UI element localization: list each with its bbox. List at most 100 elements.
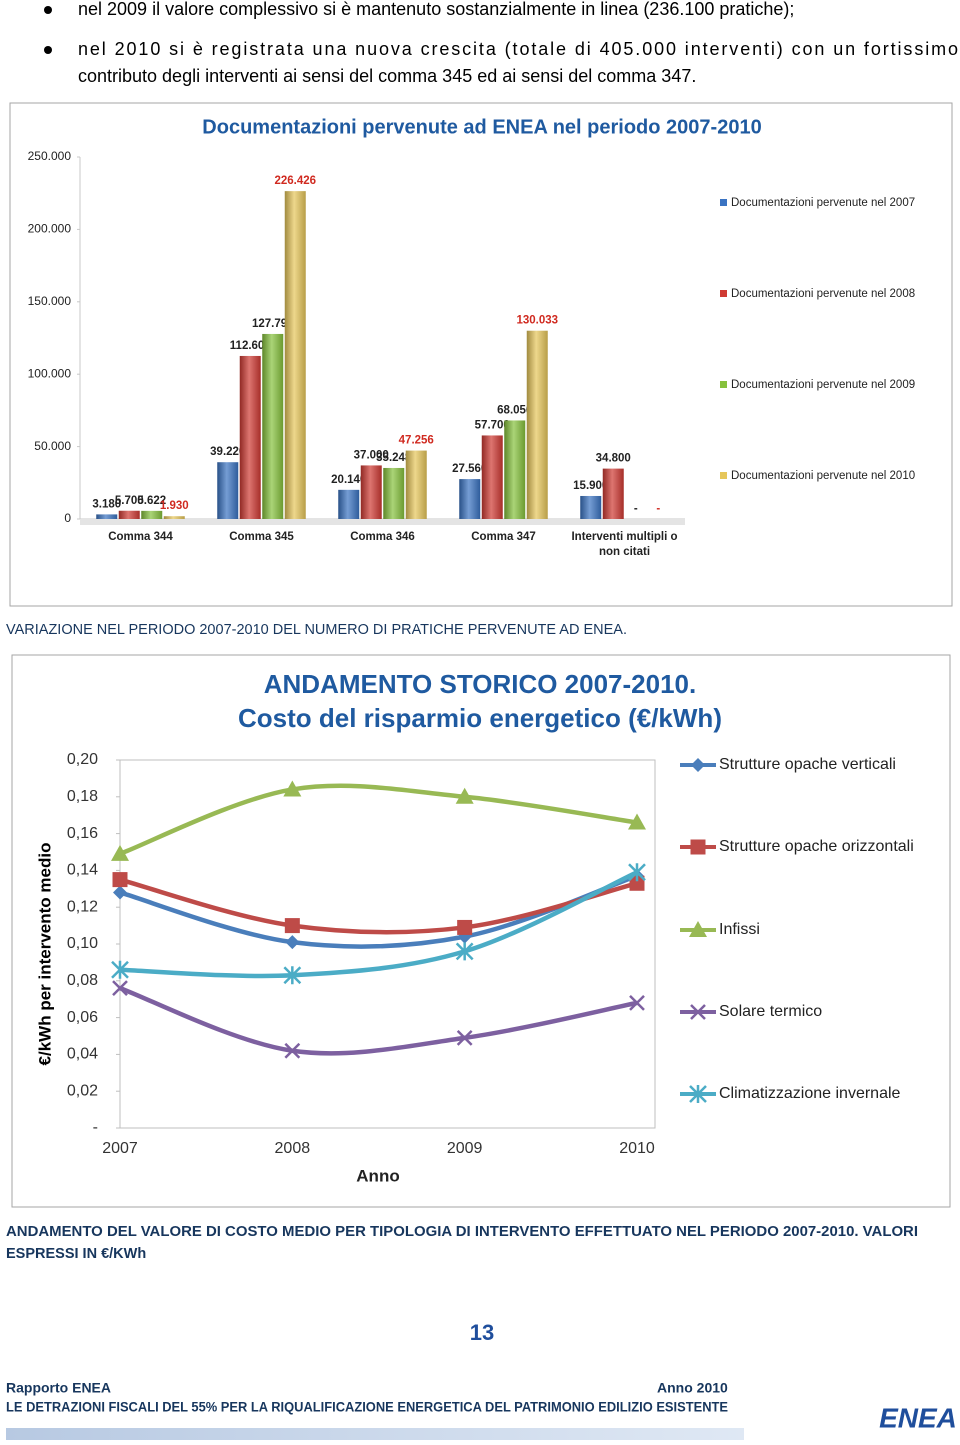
bar (338, 489, 360, 519)
chart-title: Costo del risparmio energetico (€/kWh) (238, 703, 722, 733)
data-label: 3.180 (92, 498, 121, 510)
marker (690, 839, 706, 855)
label-line: Interventi multipli o (571, 531, 677, 543)
y-tick-label: 150.000 (28, 294, 72, 308)
legend-label: Documentazioni pervenute nel 2008 (731, 288, 915, 300)
marker (283, 780, 302, 797)
bullet-text: nel 2009 il valore complessivo si è mant… (78, 0, 794, 19)
series-line (119, 783, 638, 856)
footer-year: Anno 2010 (657, 1380, 728, 1396)
legend-label: Strutture opache verticali (719, 756, 896, 773)
bullet-text: contributo degli interventi ai sensi del… (78, 66, 696, 86)
data-label: 5.700 (115, 495, 144, 507)
bar (284, 191, 306, 520)
x-tick-label: Comma 347 (471, 531, 536, 543)
chart-title: ANDAMENTO STORICO 2007-2010. (264, 669, 697, 699)
marker (111, 844, 129, 861)
marker (111, 960, 129, 979)
data-label: 1.930 (160, 500, 189, 512)
data-label: 39.220 (210, 446, 245, 458)
bar (118, 510, 140, 519)
x-tick-label: Interventi multipli o non citati (571, 531, 677, 558)
data-label: - (634, 503, 638, 515)
marker (455, 942, 474, 961)
bar (96, 514, 118, 519)
legend-swatch (720, 381, 727, 388)
y-tick-label: 0,12 (67, 898, 98, 915)
y-tick-label: 0,18 (67, 788, 98, 805)
x-tick-label: 2007 (102, 1140, 138, 1157)
bar (262, 333, 284, 519)
marker (283, 966, 302, 985)
data-label: 47.256 (399, 435, 434, 447)
marker (112, 980, 128, 997)
series-line (119, 986, 638, 1056)
data-label: 112.600 (230, 340, 271, 352)
bar (239, 355, 261, 519)
y-tick-label: 200.000 (28, 222, 72, 236)
footer-subtitle: LE DETRAZIONI FISCALI DEL 55% PER LA RIQ… (6, 1400, 728, 1415)
marker (689, 1085, 707, 1103)
x-tick-label: Comma 345 (229, 531, 294, 543)
y-tick-label: 0,02 (67, 1082, 98, 1099)
bar (481, 435, 503, 519)
marker (455, 787, 474, 804)
plot-floor (80, 519, 685, 525)
data-label: 35.248 (376, 452, 412, 464)
marker (284, 918, 300, 934)
marker (112, 872, 128, 888)
data-label: 57.700 (475, 419, 510, 431)
marker (284, 1042, 301, 1059)
bar (504, 420, 526, 519)
label-line: non citati (599, 546, 650, 558)
data-label: 27.560 (452, 463, 487, 475)
y-tick-label: 100.000 (28, 366, 72, 380)
footer-report: Rapporto ENEA (6, 1380, 111, 1396)
bar (526, 330, 548, 519)
footer-bar (6, 1428, 744, 1440)
page-number: 13 (470, 1320, 494, 1345)
x-tick-label: Comma 344 (108, 531, 173, 543)
bar (217, 462, 239, 519)
marker (456, 1029, 473, 1046)
data-label: 20.140 (331, 474, 366, 486)
legend-label: Infissi (719, 921, 760, 938)
legend-label: Documentazioni pervenute nel 2009 (731, 379, 915, 391)
marker (691, 758, 705, 772)
bar (580, 495, 602, 519)
y-tick-label: 50.000 (34, 439, 71, 453)
x-tick-label: 2008 (275, 1140, 311, 1157)
bar (383, 467, 405, 519)
caption: VARIAZIONE NEL PERIODO 2007-2010 DEL NUM… (6, 622, 627, 638)
marker (113, 885, 127, 900)
marker (457, 919, 473, 935)
x-axis-title: Anno (356, 1166, 399, 1185)
y-tick-label: 0,16 (67, 825, 98, 842)
marker (629, 994, 645, 1011)
legend-label: Documentazioni pervenute nel 2007 (731, 197, 915, 209)
y-tick-label: 0,20 (67, 751, 98, 768)
legend-swatch (720, 472, 727, 479)
x-tick-label: 2010 (619, 1140, 655, 1157)
y-tick-label: 0,04 (67, 1046, 98, 1063)
chart-title: Documentazioni pervenute ad ENEA nel per… (202, 116, 761, 138)
y-tick-label: 0 (64, 511, 71, 525)
bar (405, 450, 427, 519)
caption: ANDAMENTO DEL VALORE DI COSTO MEDIO PER … (6, 1224, 918, 1240)
y-axis-title: €/kWh per intervento medio (35, 843, 54, 1066)
data-label: - (656, 503, 660, 515)
marker (689, 921, 707, 937)
data-label: 5.622 (137, 495, 166, 507)
data-label: 37.000 (354, 449, 389, 461)
y-tick-label: 0,06 (67, 1009, 98, 1026)
bar (602, 468, 624, 519)
data-label: 68.056 (497, 404, 532, 416)
legend-label: Strutture opache orizzontali (719, 838, 914, 855)
marker (628, 863, 646, 882)
data-label: 127.797 (252, 318, 294, 330)
legend-label: Solare termico (719, 1003, 822, 1020)
marker (628, 813, 646, 830)
logo: ENEA (879, 1402, 957, 1433)
